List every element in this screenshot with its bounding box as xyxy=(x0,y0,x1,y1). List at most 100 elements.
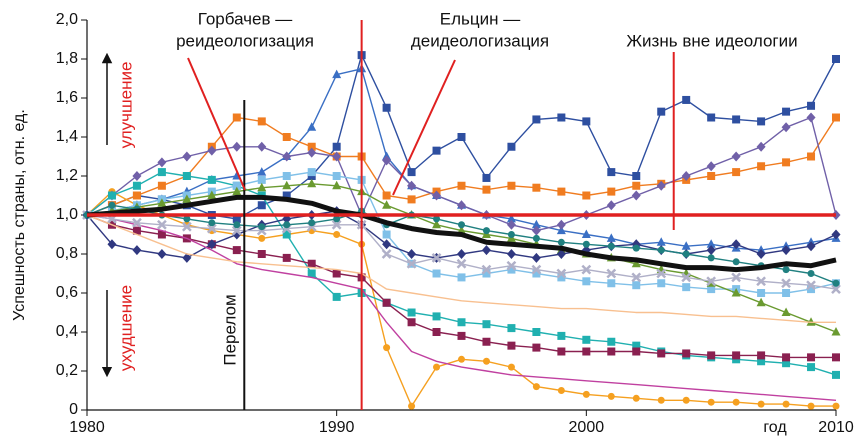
marker xyxy=(632,181,641,190)
marker xyxy=(807,101,816,110)
marker xyxy=(157,157,167,168)
marker xyxy=(656,268,667,279)
annotation: реидеологизация xyxy=(176,31,314,50)
marker xyxy=(183,215,191,223)
marker xyxy=(756,141,766,152)
marker xyxy=(656,237,666,246)
marker xyxy=(607,279,616,288)
marker xyxy=(232,181,241,190)
marker xyxy=(581,229,591,238)
marker xyxy=(381,249,392,259)
marker xyxy=(707,172,716,180)
marker xyxy=(806,280,816,291)
marker xyxy=(382,239,392,250)
marker xyxy=(507,142,516,151)
marker xyxy=(333,231,341,238)
marker xyxy=(732,398,740,406)
marker xyxy=(482,185,491,194)
annotation: Ельцин — xyxy=(440,9,520,28)
marker xyxy=(582,390,590,398)
marker xyxy=(432,146,441,155)
marker xyxy=(257,167,267,176)
marker xyxy=(182,172,191,180)
marker xyxy=(157,230,166,239)
marker xyxy=(781,122,791,133)
marker xyxy=(631,258,641,268)
marker xyxy=(556,219,566,230)
y-tick-label: 2,0 xyxy=(56,11,78,28)
marker xyxy=(682,349,691,358)
marker xyxy=(532,115,541,124)
marker xyxy=(607,347,616,356)
marker xyxy=(407,308,416,317)
marker xyxy=(707,285,716,294)
marker xyxy=(406,258,417,269)
marker xyxy=(681,241,691,250)
marker xyxy=(506,219,516,230)
marker xyxy=(657,246,665,254)
marker xyxy=(631,190,641,201)
x-axis-label: год xyxy=(763,419,787,436)
marker xyxy=(232,113,241,122)
marker xyxy=(132,191,141,200)
marker xyxy=(532,328,541,336)
series-line xyxy=(86,194,837,273)
marker xyxy=(383,344,391,352)
marker xyxy=(782,107,791,116)
marker xyxy=(331,219,342,230)
y-tick-label: 1,2 xyxy=(56,167,78,184)
marker xyxy=(782,353,791,362)
marker xyxy=(832,55,840,63)
marker xyxy=(606,268,617,279)
marker xyxy=(407,195,416,204)
series-line xyxy=(86,214,837,401)
marker xyxy=(632,347,641,356)
marker xyxy=(432,312,441,321)
marker xyxy=(607,168,616,177)
marker xyxy=(632,244,640,252)
marker xyxy=(582,347,591,356)
marker xyxy=(832,353,840,362)
marker xyxy=(257,175,266,184)
marker xyxy=(507,265,516,274)
marker xyxy=(206,223,217,234)
marker xyxy=(457,273,466,282)
marker xyxy=(582,191,591,200)
marker xyxy=(806,241,816,252)
marker xyxy=(157,168,166,177)
marker xyxy=(382,298,391,307)
marker xyxy=(482,337,491,346)
marker xyxy=(258,234,266,242)
marker xyxy=(207,190,217,199)
marker xyxy=(458,221,465,229)
marker xyxy=(407,168,416,177)
marker xyxy=(382,230,391,239)
marker xyxy=(232,214,241,223)
marker xyxy=(657,107,666,116)
marker xyxy=(731,239,741,250)
marker xyxy=(507,341,516,350)
marker xyxy=(257,201,266,210)
marker xyxy=(707,351,716,360)
y-tick-label: 1,6 xyxy=(56,89,78,106)
decline-label: ухудшение xyxy=(116,285,135,371)
marker xyxy=(807,353,816,362)
marker xyxy=(731,288,741,297)
marker xyxy=(157,219,167,230)
plot-lines xyxy=(82,51,841,410)
marker xyxy=(407,249,417,259)
marker xyxy=(607,392,615,400)
marker xyxy=(332,172,341,180)
marker xyxy=(283,221,291,229)
improvement-label: улучшение xyxy=(116,62,135,149)
marker xyxy=(207,145,217,156)
marker xyxy=(482,269,491,278)
marker xyxy=(607,337,616,346)
marker xyxy=(831,284,841,294)
y-axis-label: Успешность страны, отн. ед. xyxy=(11,109,28,321)
marker xyxy=(606,233,616,242)
marker xyxy=(458,355,465,363)
marker xyxy=(482,357,490,365)
marker xyxy=(207,175,216,184)
marker xyxy=(556,249,566,259)
